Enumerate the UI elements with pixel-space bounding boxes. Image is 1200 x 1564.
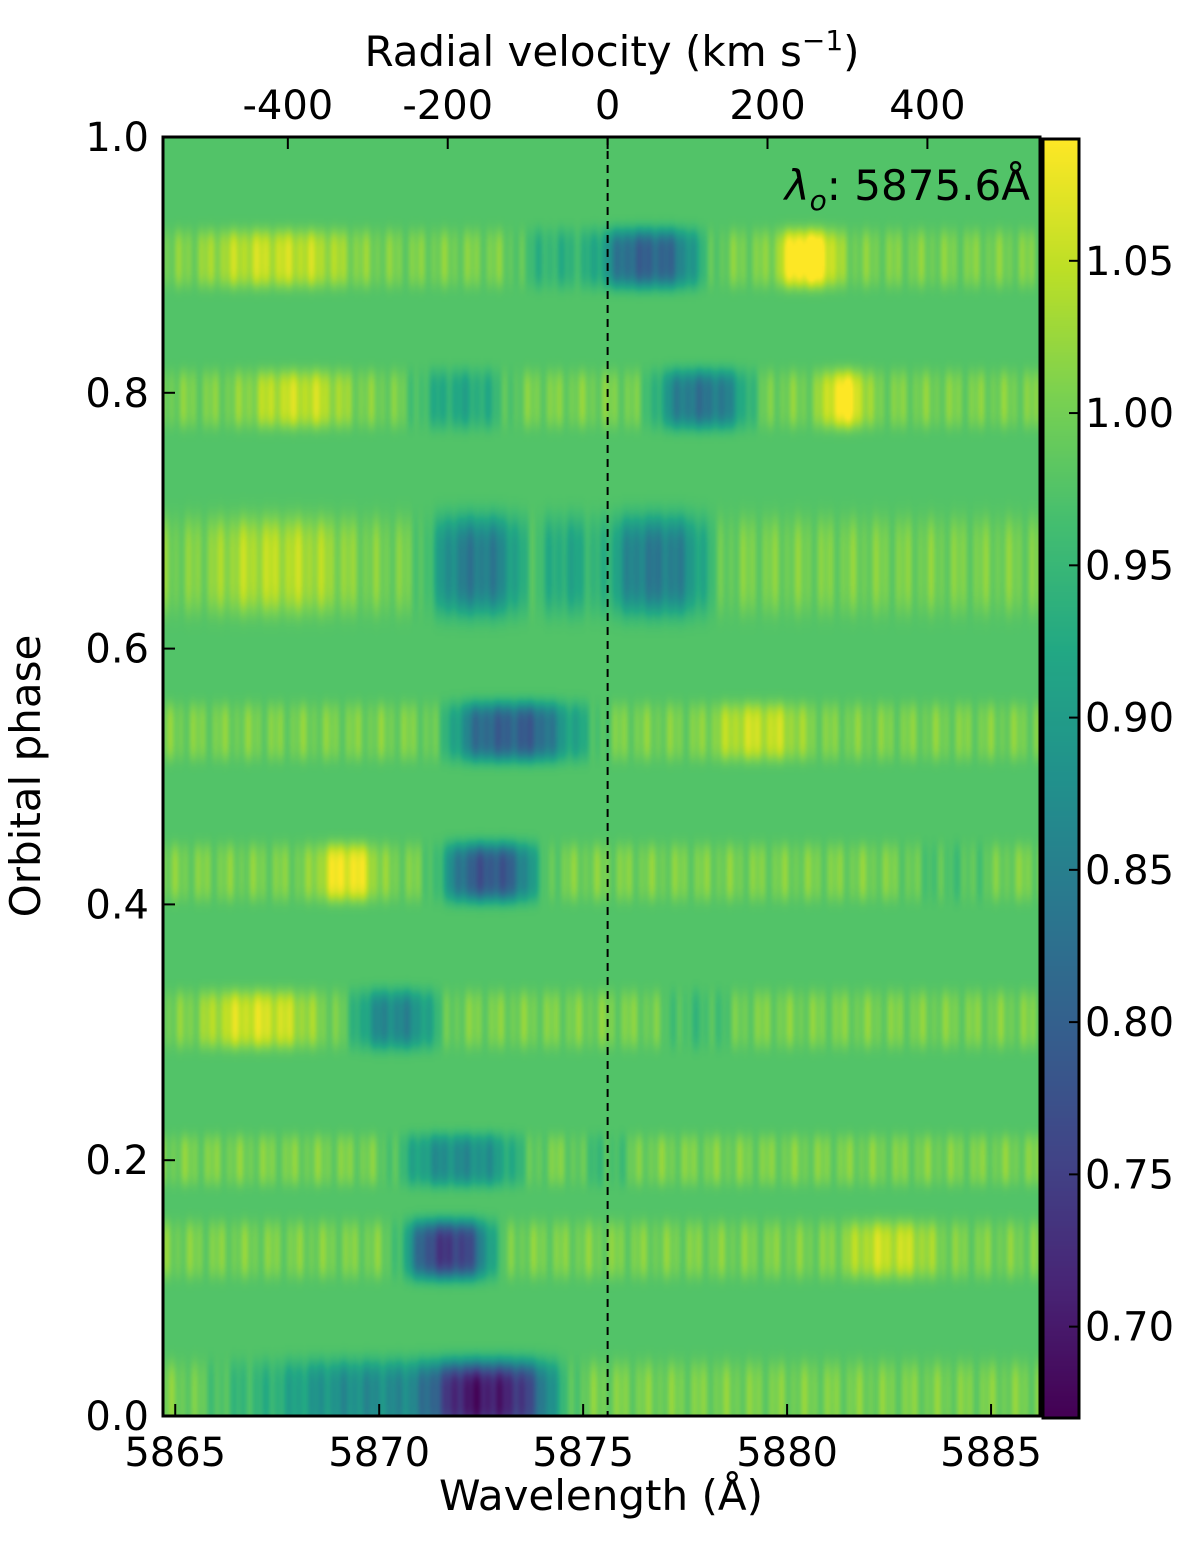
plot-frame [161, 135, 1042, 1418]
colorbar-tick-label: 0.70 [1085, 1305, 1174, 1351]
x-axis-ticks: 5865 5870 5875 5880 5885 [124, 1404, 1042, 1476]
x-tick-label: 5885 [940, 1430, 1042, 1476]
velocity-tick-label: 0 [595, 83, 620, 129]
y-tick-label: 0.6 [85, 627, 149, 673]
y-tick-label: 0.2 [85, 1138, 149, 1184]
colorbar-frame [1041, 137, 1081, 1420]
rest-wavelength-annotation: λo: 5875.6Å [783, 160, 1030, 217]
y-tick-label: 0.8 [85, 371, 149, 417]
annotation-subscript: o [810, 184, 827, 217]
colorbar-tick-label: 0.75 [1085, 1152, 1174, 1198]
top-axis-title-close: ) [843, 27, 859, 76]
y-tick-label: 0.4 [85, 882, 149, 928]
colorbar-ticks: 0.70 0.75 0.80 0.85 0.90 0.95 1.00 1.05 [1069, 239, 1174, 1351]
x-tick-label: 5880 [736, 1430, 838, 1476]
y-axis-ticks: 0.0 0.2 0.4 0.6 0.8 1.0 [85, 115, 175, 1440]
colorbar-tick-label: 0.85 [1085, 848, 1174, 894]
heatmap-image [163, 137, 1040, 1416]
top-axis-title-sup: −1 [802, 24, 843, 57]
velocity-tick-label: 400 [889, 83, 965, 129]
top-axis-title: Radial velocity (km s−1) [364, 24, 859, 76]
colorbar-tick-label: 0.80 [1085, 1000, 1174, 1046]
x-tick-label: 5870 [328, 1430, 430, 1476]
y-tick-label: 1.0 [85, 115, 149, 161]
colorbar-gradient [1043, 139, 1079, 1418]
x-tick-label: 5865 [124, 1430, 226, 1476]
x-tick-label: 5875 [532, 1430, 634, 1476]
colorbar-tick-label: 1.00 [1085, 391, 1174, 437]
velocity-tick-label: -200 [402, 83, 493, 129]
velocity-tick-label: -400 [242, 83, 333, 129]
colorbar-tick-label: 0.95 [1085, 543, 1174, 589]
x-axis-title: Wavelength (Å) [439, 1470, 763, 1520]
y-axis-title: Orbital phase [1, 635, 50, 918]
annotation-value: : 5875.6Å [827, 160, 1030, 210]
velocity-tick-label: 200 [729, 83, 805, 129]
top-axis-title-main: Radial velocity (km s [364, 27, 801, 76]
velocity-axis-ticks: -400 -200 0 200 400 [242, 83, 966, 149]
colorbar-tick-label: 0.90 [1085, 696, 1174, 742]
y-tick-label: 0.0 [85, 1394, 149, 1440]
colorbar-tick-label: 1.05 [1085, 239, 1174, 285]
annotation-symbol: λ [783, 161, 810, 210]
